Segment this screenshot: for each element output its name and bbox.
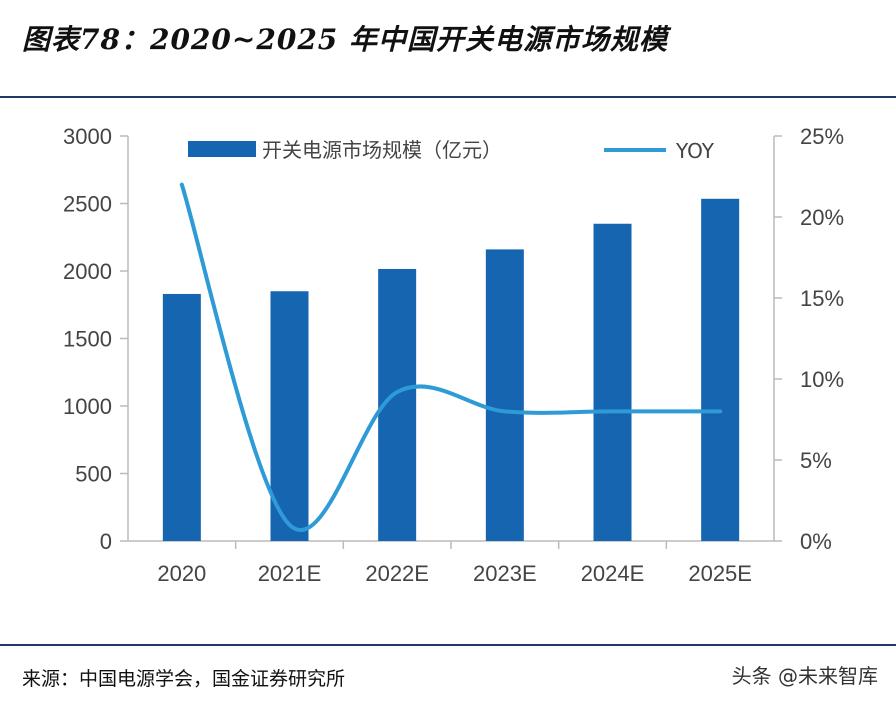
left-tick-label: 500 — [75, 462, 112, 487]
left-tick-label: 1500 — [63, 327, 112, 352]
left-tick-label: 2000 — [63, 259, 112, 284]
bottom-divider — [0, 644, 896, 646]
left-tick-label: 0 — [100, 529, 112, 554]
yoy-series-line — [179, 182, 723, 532]
bar-2024E — [593, 223, 632, 541]
right-tick-label: 0% — [800, 529, 832, 554]
chart-legend: 开关电源市场规模（亿元） YOY — [188, 138, 715, 163]
right-tick-label: 5% — [800, 448, 832, 473]
left-tick-label: 2500 — [63, 192, 112, 217]
legend-bar-swatch — [188, 141, 256, 157]
source-note: 来源：中国电源学会，国金证券研究所 — [22, 668, 346, 690]
right-tick-label: 20% — [800, 205, 844, 230]
chart-title: 图表78：2020~2025 年中国开关电源市场规模 — [22, 23, 669, 56]
x-tick-label: 2025E — [688, 561, 752, 586]
bar-2025E — [701, 198, 740, 541]
top-divider — [0, 96, 896, 98]
legend-line-label: YOY — [675, 139, 715, 163]
x-tick-label: 2021E — [258, 561, 322, 586]
x-tick-label: 2024E — [581, 561, 645, 586]
x-tick-label: 2023E — [473, 561, 537, 586]
left-tick-label: 1000 — [63, 394, 112, 419]
chart-axes — [127, 136, 775, 542]
right-tick-label: 25% — [800, 124, 844, 149]
x-tick-label: 2020 — [157, 561, 206, 586]
right-tick-label: 15% — [800, 286, 844, 311]
bar-2023E — [485, 249, 524, 541]
bar-2020 — [162, 293, 201, 541]
watermark: 头条 @未来智库 — [731, 664, 878, 688]
bar-2021E — [270, 291, 309, 541]
legend-bar-label: 开关电源市场规模（亿元） — [262, 138, 502, 162]
right-tick-label: 10% — [800, 367, 844, 392]
x-tick-label: 2022E — [365, 561, 429, 586]
left-tick-label: 3000 — [63, 124, 112, 149]
